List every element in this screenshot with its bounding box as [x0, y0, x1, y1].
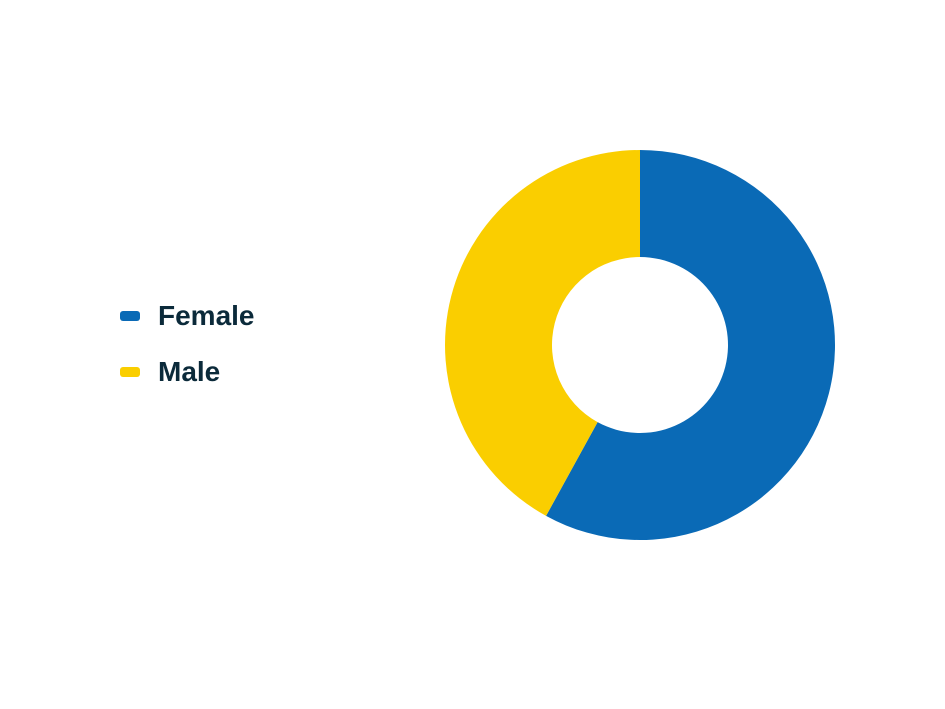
chart-container: Female Male	[0, 0, 945, 709]
donut-chart	[0, 0, 945, 709]
donut-slices	[445, 150, 835, 540]
